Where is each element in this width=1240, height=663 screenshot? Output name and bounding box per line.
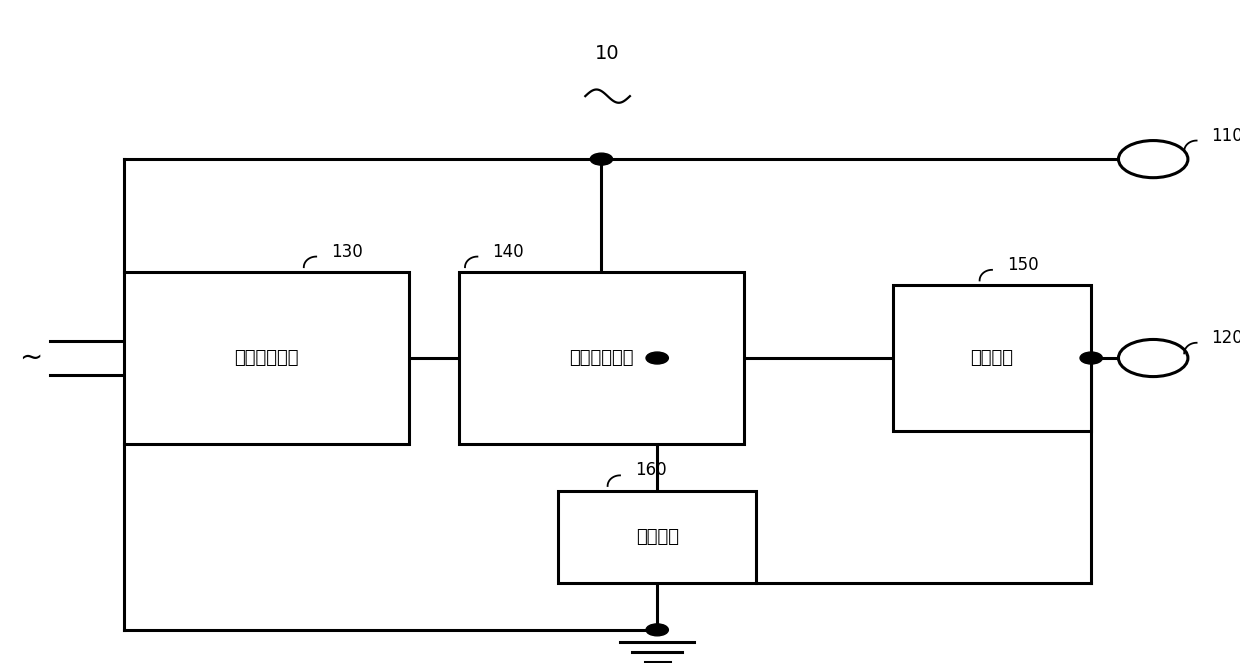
Circle shape [1118, 141, 1188, 178]
Text: 10: 10 [595, 44, 620, 62]
Text: 140: 140 [492, 243, 525, 261]
Circle shape [646, 624, 668, 636]
Circle shape [646, 352, 668, 364]
Text: 150: 150 [1007, 256, 1039, 274]
FancyBboxPatch shape [893, 285, 1091, 431]
Text: 分流电路: 分流电路 [971, 349, 1013, 367]
Text: 110: 110 [1211, 127, 1240, 145]
Text: 调光驱动模块: 调光驱动模块 [569, 349, 634, 367]
FancyBboxPatch shape [124, 272, 409, 444]
Text: 开关电路: 开关电路 [636, 528, 678, 546]
FancyBboxPatch shape [459, 272, 744, 444]
Text: 整流滤波模块: 整流滤波模块 [234, 349, 299, 367]
Circle shape [1080, 352, 1102, 364]
Text: 120: 120 [1211, 329, 1240, 347]
Text: 160: 160 [635, 461, 667, 479]
Circle shape [1118, 339, 1188, 377]
Circle shape [590, 153, 613, 165]
Text: 130: 130 [331, 243, 363, 261]
FancyBboxPatch shape [558, 491, 756, 583]
Text: ~: ~ [20, 344, 42, 372]
